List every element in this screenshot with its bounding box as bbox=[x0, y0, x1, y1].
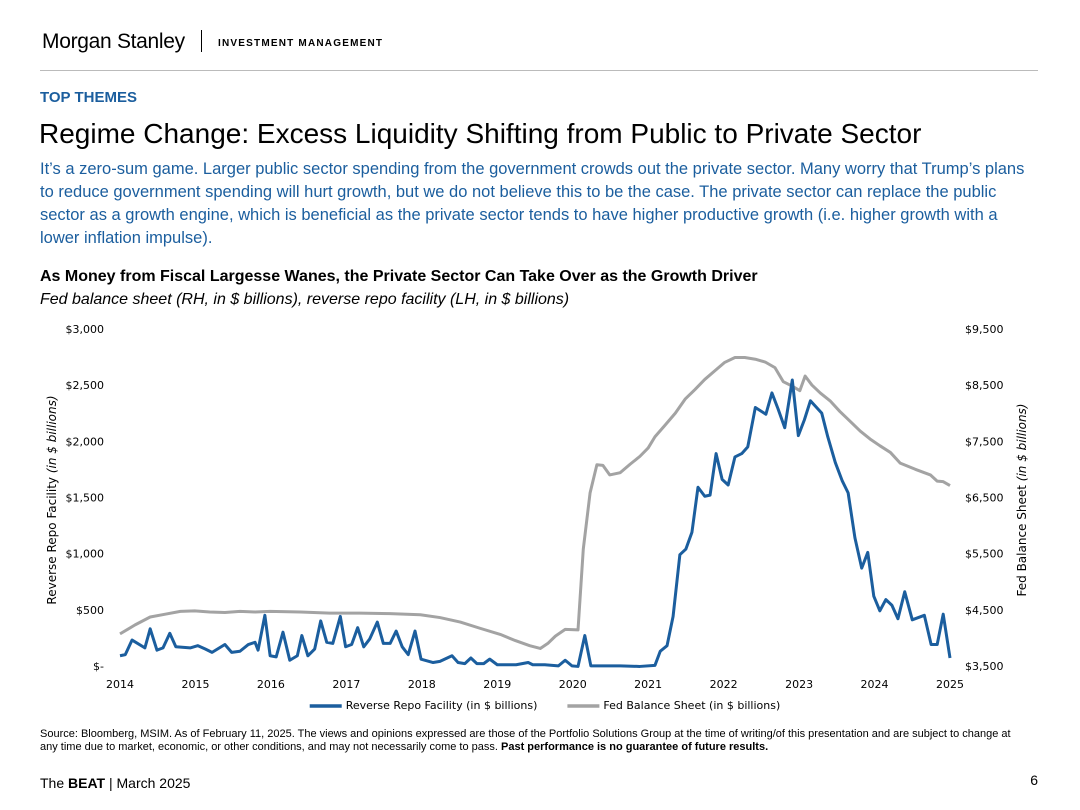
y2-axis-title-unit: (in $ billions) bbox=[1015, 404, 1029, 482]
footer-prefix: The bbox=[40, 775, 65, 791]
legend: Reverse Repo Facility (in $ billions) Fed… bbox=[309, 699, 780, 712]
y2-axis-title-text: Fed Balance Sheet bbox=[1015, 485, 1029, 597]
x-tick-label: 2025 bbox=[936, 678, 964, 691]
y2-tick-label: $3,500 bbox=[965, 660, 1004, 673]
series-line bbox=[119, 356, 951, 650]
y-tick-label: $3,000 bbox=[66, 323, 105, 336]
footer-date: | March 2025 bbox=[108, 775, 191, 791]
chart-subtitle: Fed balance sheet (RH, in $ billions), r… bbox=[40, 291, 570, 308]
y-tick-label: $2,000 bbox=[66, 435, 105, 448]
x-tick-label: 2021 bbox=[634, 678, 662, 691]
x-tick-label: 2023 bbox=[785, 678, 813, 691]
footer-brand: BEAT bbox=[68, 775, 106, 791]
logo: Morgan Stanley bbox=[42, 30, 185, 53]
x-tick-label: 2018 bbox=[408, 678, 436, 691]
legend-label: Reverse Repo Facility (in $ billions) bbox=[346, 699, 538, 712]
intro: It’s a zero-sum game. Larger public sect… bbox=[40, 160, 1025, 247]
y-axis-title-text: Reverse Repo Facility bbox=[45, 477, 59, 605]
legend-label: Fed Balance Sheet (in $ billions) bbox=[603, 699, 780, 712]
y2-tick-label: $6,500 bbox=[965, 492, 1004, 505]
y2-tick-label: $4,500 bbox=[965, 604, 1004, 617]
slide-title: Regime Change: Excess Liquidity Shifting… bbox=[39, 118, 922, 149]
source-text: Source: Bloomberg, MSIM. As of February … bbox=[40, 728, 1011, 753]
footer: The BEAT | March 2025 bbox=[40, 775, 190, 791]
source-emphasis: Past performance is no guarantee of futu… bbox=[501, 741, 769, 753]
x-tick-label: 2016 bbox=[257, 678, 285, 691]
x-tick-label: 2019 bbox=[483, 678, 511, 691]
source-note: Source: Bloomberg, MSIM. As of February … bbox=[40, 728, 1030, 754]
y-tick-label: $1,500 bbox=[66, 492, 105, 505]
x-tick-label: 2017 bbox=[332, 678, 360, 691]
series-line bbox=[119, 378, 952, 668]
y2-tick-label: $9,500 bbox=[965, 323, 1004, 336]
x-tick-label: 2015 bbox=[181, 678, 209, 691]
x-tick-label: 2014 bbox=[106, 678, 134, 691]
y-axis-title: Reverse Repo Facility (in $ billions) bbox=[45, 395, 59, 604]
y-tick-label: $- bbox=[93, 660, 104, 673]
chart: Reverse Repo Facility (in $ billions) Fe… bbox=[45, 323, 1029, 712]
chart-title: As Money from Fiscal Largesse Wanes, the… bbox=[40, 268, 758, 285]
y2-tick-label: $5,500 bbox=[965, 548, 1004, 561]
y2-axis-title: Fed Balance Sheet (in $ billions) bbox=[1015, 404, 1029, 597]
division: INVESTMENT MANAGEMENT bbox=[218, 38, 384, 49]
x-tick-label: 2020 bbox=[559, 678, 587, 691]
y-tick-label: $2,500 bbox=[66, 379, 105, 392]
y2-tick-label: $7,500 bbox=[965, 435, 1004, 448]
y-axis-title-unit: (in $ billions) bbox=[45, 395, 59, 473]
y-tick-label: $500 bbox=[76, 604, 104, 617]
x-tick-label: 2022 bbox=[710, 678, 738, 691]
y2-tick-label: $8,500 bbox=[965, 379, 1004, 392]
divider bbox=[201, 30, 202, 52]
page-number: 6 bbox=[1030, 772, 1038, 788]
y-tick-label: $1,000 bbox=[66, 548, 105, 561]
x-tick-label: 2024 bbox=[861, 678, 889, 691]
header-rule bbox=[40, 70, 1038, 71]
section-label: TOP THEMES bbox=[40, 89, 137, 106]
